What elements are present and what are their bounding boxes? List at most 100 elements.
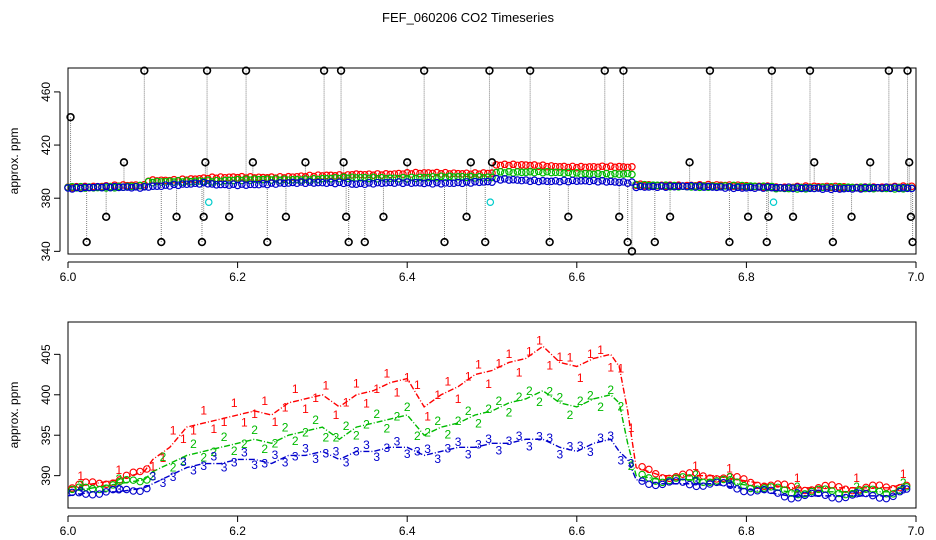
series-3-point xyxy=(174,181,183,190)
series-3-label: 3 xyxy=(292,449,299,463)
series-3-point xyxy=(861,183,869,192)
series-3-point xyxy=(68,185,77,193)
series-2-label: 2 xyxy=(628,459,635,473)
series-1-point xyxy=(594,163,602,172)
series-2-label: 2 xyxy=(77,478,84,492)
series-2-label: 2 xyxy=(506,405,513,419)
series-2-point xyxy=(204,176,212,184)
series-2-point xyxy=(161,177,170,186)
series-1-point xyxy=(178,175,187,183)
series-3-point xyxy=(823,184,831,192)
series-1-point xyxy=(794,485,802,493)
series-3-label: 3 xyxy=(414,444,421,458)
series-3-point xyxy=(85,183,94,192)
series-3-point xyxy=(882,183,891,191)
series-3-label: 3 xyxy=(794,486,801,500)
series-2-point xyxy=(568,170,577,178)
series-3-point xyxy=(767,486,775,495)
series-2-line xyxy=(67,389,904,493)
series-3-point xyxy=(496,176,505,184)
series-1-label: 1 xyxy=(567,351,574,365)
series-3-point xyxy=(475,178,484,187)
series-3-point xyxy=(411,178,420,187)
series-2-point xyxy=(246,176,255,184)
top-x-tick-label: 6.2 xyxy=(229,270,246,284)
series-3-point xyxy=(679,478,687,486)
series-3-point xyxy=(628,178,636,186)
series-2-label: 2 xyxy=(556,390,563,404)
series-2-point xyxy=(509,169,518,177)
spike-point xyxy=(600,66,609,75)
series-3-label: 3 xyxy=(556,448,563,462)
series-2-point xyxy=(564,168,573,177)
series-3-point xyxy=(238,180,246,188)
series-1-point xyxy=(433,168,441,177)
series-3-point xyxy=(119,183,127,191)
series-1-label: 1 xyxy=(343,396,350,410)
series-3-point xyxy=(505,176,513,184)
series-3-point xyxy=(72,183,81,192)
series-1-label: 1 xyxy=(434,388,441,402)
series-3-point xyxy=(869,491,877,500)
series-3-label: 3 xyxy=(221,461,228,475)
series-3-point xyxy=(441,179,450,187)
series-1-label: 1 xyxy=(618,362,625,376)
series-2-point xyxy=(344,174,352,183)
series-2-point xyxy=(581,169,590,178)
spike-point xyxy=(379,212,388,222)
series-2-label: 2 xyxy=(587,388,594,402)
series-2-point xyxy=(835,182,844,191)
top-axes: 6.0 6.2 6.4 6.6 6.8 7.0 340 380 420 460 xyxy=(39,82,925,284)
series-1-point xyxy=(382,170,390,178)
series-1-point xyxy=(539,161,547,169)
series-2-label: 2 xyxy=(221,430,228,444)
series-2-point xyxy=(377,173,386,182)
spike-point xyxy=(201,158,210,167)
series-2-point xyxy=(250,175,259,183)
series-3-point xyxy=(636,182,645,191)
series-3-point xyxy=(755,183,763,191)
series-3-label: 3 xyxy=(536,429,543,443)
series-1-point xyxy=(615,162,624,171)
series-3-point xyxy=(182,180,191,189)
series-3-point xyxy=(127,183,136,192)
spike-point xyxy=(685,158,694,167)
series-2-label: 2 xyxy=(149,469,156,483)
series-3-point xyxy=(598,176,607,185)
series-3-point xyxy=(848,185,857,193)
series-2-point xyxy=(902,483,911,491)
series-1-point xyxy=(645,465,653,474)
series-3-point xyxy=(763,182,772,191)
series-2-point xyxy=(386,174,395,182)
series-2-point xyxy=(611,169,619,178)
series-3-point xyxy=(700,183,708,191)
series-3-point xyxy=(719,478,728,487)
series-3-label: 3 xyxy=(343,455,350,469)
series-3-point xyxy=(293,179,301,188)
series-1-point xyxy=(136,467,144,476)
bottom-x-tick-label: 6.0 xyxy=(60,524,77,538)
series-3-point xyxy=(857,185,865,193)
figure-title: FEF_060206 CO2 Timeseries xyxy=(382,10,554,25)
series-3-point xyxy=(437,179,445,188)
series-3-point xyxy=(517,176,526,185)
series-3-label: 3 xyxy=(384,441,391,455)
series-3-point xyxy=(106,183,115,192)
series-3-point xyxy=(666,182,674,190)
series-3-label: 3 xyxy=(231,455,238,469)
series-3-point xyxy=(195,180,204,188)
spike-point xyxy=(564,212,573,222)
series-3-point xyxy=(483,177,492,186)
series-1-label: 1 xyxy=(190,423,197,437)
series-3-point xyxy=(165,182,174,190)
series-1-label: 1 xyxy=(231,396,238,410)
series-2-point xyxy=(424,173,433,182)
spike-point xyxy=(866,158,875,167)
series-2-label: 2 xyxy=(333,430,340,444)
series-3-point xyxy=(297,178,306,186)
series-2-point xyxy=(437,172,445,181)
spike-point xyxy=(248,158,258,167)
series-2-point xyxy=(729,181,738,190)
bottom-x-tick-label: 6.2 xyxy=(229,524,246,538)
series-3-point xyxy=(721,184,730,192)
